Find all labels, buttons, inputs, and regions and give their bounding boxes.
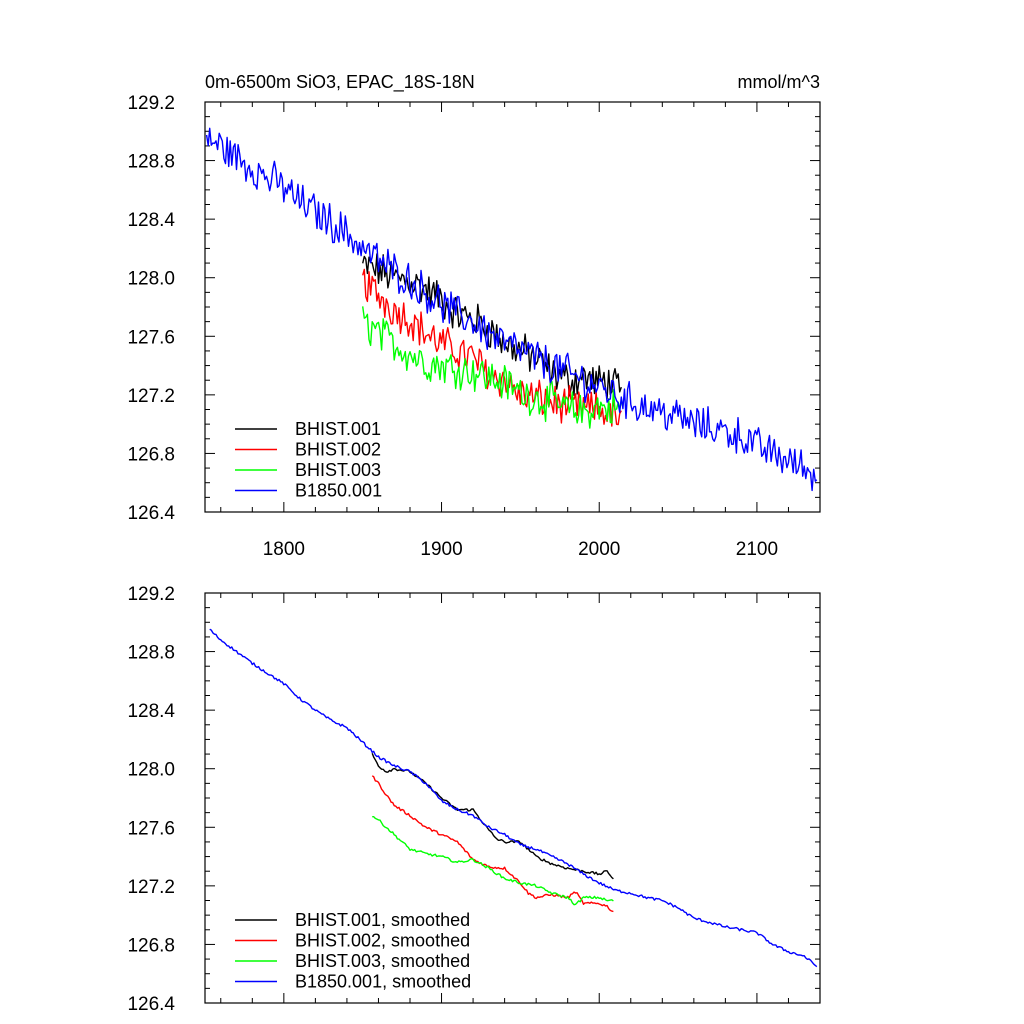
- series-line: [362, 268, 622, 427]
- x-tick-label: 1800: [263, 539, 305, 560]
- bottom-panel: 126.4 126.8 127.2 127.6 128.0 128.4 128.8 129.2…: [127, 584, 821, 1015]
- y-tick-label: 126.4: [127, 503, 175, 524]
- legend-label: BHIST.003, smoothed: [295, 951, 470, 971]
- y-tick-labels: 126.4 126.8 127.2 127.6 128.0 128.4 128.8 129.2: [127, 584, 175, 1015]
- series-line: [209, 628, 818, 968]
- y-tick-label: 128.8: [127, 643, 175, 664]
- y-tick-labels: 126.4 126.8 127.2 127.6 128.0 128.4 128.8 129.2: [127, 93, 175, 524]
- plot-frame: [204, 592, 821, 1004]
- x-tick-label: 2000: [578, 539, 620, 560]
- axis-ticks: [205, 592, 821, 1004]
- series-group: [209, 628, 818, 968]
- series-line: [372, 816, 614, 906]
- units-label: mmol/m^3: [738, 72, 820, 92]
- y-tick-label: 128.4: [127, 701, 175, 722]
- legend-label: B1850.001, smoothed: [295, 972, 471, 992]
- y-tick-label: 126.8: [127, 935, 175, 956]
- legend-label: B1850.001: [295, 481, 382, 501]
- legend-label: BHIST.001, smoothed: [295, 910, 470, 930]
- y-tick-label: 128.8: [127, 152, 175, 173]
- x-tick-label: 1900: [420, 539, 462, 560]
- y-tick-label: 128.0: [127, 269, 175, 290]
- y-tick-label: 127.6: [127, 818, 175, 839]
- top-panel: 0m-6500m SiO3, EPAC_18S-18N mmol/m^3 126…: [127, 72, 821, 560]
- y-tick-label: 129.2: [127, 584, 175, 605]
- legend-label: BHIST.001: [295, 419, 381, 439]
- series-line: [371, 752, 614, 880]
- plot-frame: [204, 101, 821, 513]
- series-line: [362, 306, 622, 429]
- series-line: [205, 127, 818, 492]
- y-tick-label: 127.6: [127, 327, 175, 348]
- y-tick-label: 127.2: [127, 877, 175, 898]
- y-tick-label: 129.2: [127, 93, 175, 114]
- axis-ticks: [205, 101, 821, 513]
- legend-label: BHIST.002, smoothed: [295, 931, 470, 951]
- legend-label: BHIST.002: [295, 440, 381, 460]
- y-tick-label: 128.0: [127, 760, 175, 781]
- x-tick-labels: 1800 1900 2000 2100: [263, 539, 778, 560]
- y-tick-label: 126.4: [127, 994, 175, 1015]
- series-group: [205, 127, 818, 492]
- legend-label: BHIST.003: [295, 460, 381, 480]
- series-line: [371, 775, 614, 913]
- x-tick-label: 2100: [736, 539, 778, 560]
- chart-title: 0m-6500m SiO3, EPAC_18S-18N: [205, 72, 475, 93]
- y-tick-label: 128.4: [127, 210, 175, 231]
- y-tick-label: 126.8: [127, 444, 175, 465]
- y-tick-label: 127.2: [127, 386, 175, 407]
